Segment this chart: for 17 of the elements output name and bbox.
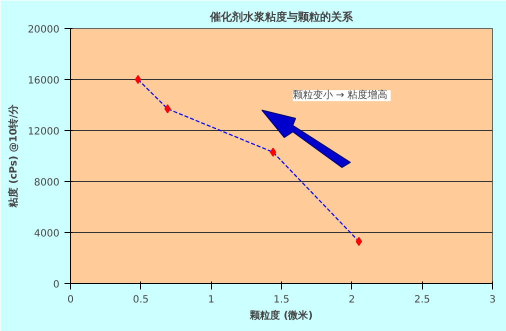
x-tick-label: 2.5: [414, 294, 430, 306]
chart-title: 催化剂水浆粘度与颗粒的关系: [209, 10, 354, 24]
y-axis-title: 粘度 (cPs) @10转/分: [8, 104, 20, 208]
x-tick-label: 1: [208, 294, 214, 306]
y-tick-label: 4000: [34, 228, 60, 240]
y-tick-label: 0: [53, 280, 60, 290]
x-tick-label: 3: [489, 294, 496, 306]
y-tick-label: 8000: [34, 178, 60, 188]
y-tick-label: 20000: [28, 24, 60, 36]
x-tick-label: 1.5: [274, 294, 290, 306]
x-axis-title: 颗粒度 (微米): [249, 310, 313, 322]
y-tick-label: 16000: [28, 76, 60, 86]
x-tick-label: 0: [67, 294, 74, 306]
x-tick-label: 0.5: [132, 294, 149, 306]
y-tick-label: 12000: [28, 126, 60, 138]
x-tick-label: 2: [348, 294, 356, 306]
annotation: 颗粒变小 → 粘度增高: [292, 89, 388, 102]
